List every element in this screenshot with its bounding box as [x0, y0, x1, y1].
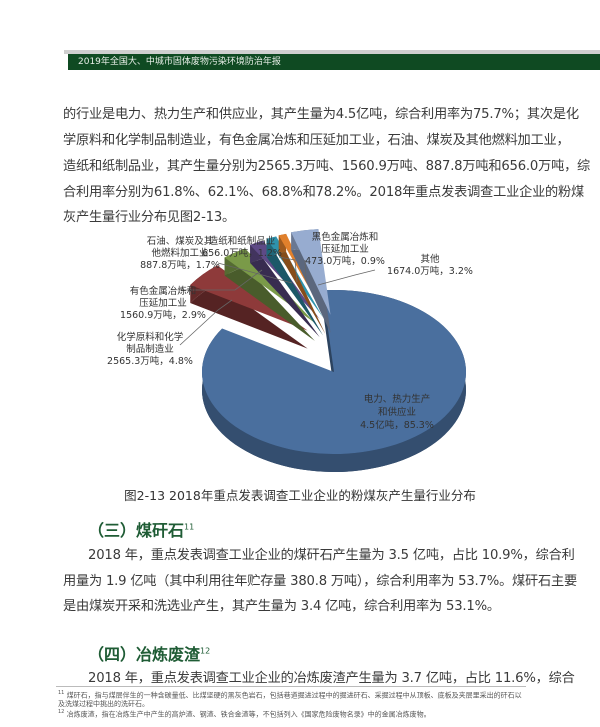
paragraph-line: 是由煤炭开采和洗选业产生，其产生量为 3.4 亿吨，综合利用率为 53.1%。	[63, 599, 500, 614]
footnote-text: 冶炼废渣，指在冶炼生产中产生的高炉渣、钢渣、铁合金渣等，不包括列入《国家危险废物…	[66, 710, 431, 719]
heading-text: （四）冶炼废渣	[88, 645, 201, 664]
leader-line	[304, 259, 307, 281]
paragraph-line: 用量为 1.9 亿吨（其中利用往年贮存量 380.8 万吨），综合利用率为 53…	[63, 574, 577, 589]
leader-line	[180, 269, 263, 291]
paragraph-line: 学原料和化学制品制造业，有色金属冶炼和压延加工业，石油、煤炭及其他燃料加工业，	[63, 133, 570, 148]
leader-line	[217, 262, 293, 284]
pie-slice-side	[278, 251, 326, 335]
leader-line	[278, 256, 298, 283]
paragraph-line: 合利用率分别为61.8%、62.1%、68.8%和78.2%。2018年重点发表…	[63, 185, 585, 200]
slice-label-ferrous: 黑色金属冶炼和压延加工业 473.0万吨，0.9%	[305, 231, 385, 267]
footnote-text: 煤矸石，指与煤层伴生的一种含碳量低、比煤坚硬的黑灰色岩石，包括巷道掘进过程中的掘…	[58, 691, 522, 709]
section-heading-coal-gangue: （三）煤矸石11	[88, 517, 194, 541]
footnote-12: 12 冶炼废渣，指在冶炼生产中产生的高炉渣、钢渣、铁合金渣等，不包括列入《国家危…	[58, 708, 528, 719]
footnote-11: 11 煤矸石，指与煤层伴生的一种含碳量低、比煤坚硬的黑灰色岩石，包括巷道掘进过程…	[58, 689, 528, 709]
pie-slice-side	[250, 258, 320, 338]
leader-line	[179, 299, 233, 346]
pie-slice-side	[266, 254, 324, 336]
slice-label-chemical: 化学原料和化学制品制造业 2565.3万吨，4.8%	[107, 331, 193, 367]
paragraph-line: 的行业是电力、热力生产和供应业，其产生量为4.5亿吨，综合利用率为75.7%；其…	[63, 107, 579, 122]
heading-text: （三）煤矸石	[88, 521, 185, 540]
pie-slice-6	[291, 229, 331, 315]
footnote-ref[interactable]: 12	[200, 646, 211, 656]
footnote-number: 12	[58, 709, 65, 715]
slice-label-power: 电力、热力生产和供应业 4.5亿吨，85.3%	[360, 393, 434, 431]
paragraph-line: 2018 年，重点发表调查工业企业的冶炼废渣产生量为 3.7 亿吨，占比 11.…	[88, 671, 575, 686]
figure-caption: 图2-13 2018年重点发表调查工业企业的粉煤灰产生量行业分布	[124, 488, 476, 503]
paragraph-line: 2018 年，重点发表调查工业企业的煤矸石产生量为 3.5 亿吨，占比 10.9…	[88, 548, 575, 563]
pie-slice-side	[190, 283, 308, 349]
slice-label-nonferrous: 有色金属冶炼和压延加工业 1560.9万吨，2.9%	[120, 285, 206, 321]
footnote-ref[interactable]: 11	[184, 522, 195, 532]
header-rule	[64, 50, 600, 54]
running-header: 2019年全国大、中城市固体废物污染环境防治年报	[68, 54, 600, 70]
slice-label-other: 其他 1674.0万吨，3.2%	[387, 253, 473, 277]
section-heading-smelting-slag: （四）冶炼废渣12	[88, 641, 210, 665]
footnote-number: 11	[58, 690, 65, 696]
pie-slice-0	[201, 290, 466, 454]
footnote-rule	[56, 686, 526, 687]
slice-label-petroleum: 石油、煤炭及其他燃料加工业 887.8万吨，1.7%	[140, 235, 220, 271]
leader-line	[317, 269, 376, 286]
paragraph-line: 灰产生量行业分布见图2-13。	[63, 210, 235, 225]
paragraph-line: 造纸和纸制品业，其产生量分别为2565.3万吨、1560.9万吨、887.8万吨…	[63, 159, 591, 174]
pie-slice-side	[224, 266, 315, 341]
slice-label-paper: 造纸和纸制品业 656.0万吨，1.2%	[202, 235, 282, 259]
